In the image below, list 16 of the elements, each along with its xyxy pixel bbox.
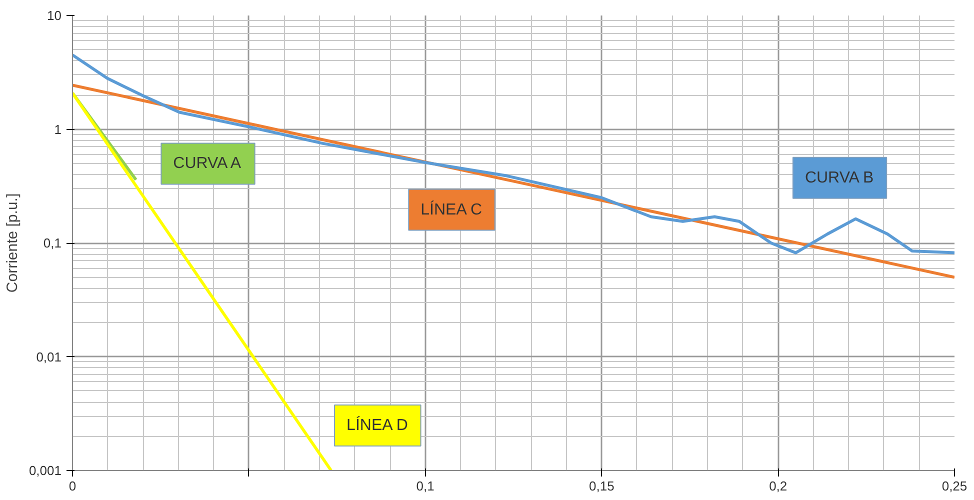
- x-tick-label: 0,2: [769, 478, 788, 494]
- text: CURVA A: [173, 155, 242, 172]
- y-axis-title: Corriente [p.u.]: [4, 193, 21, 293]
- x-tick-label: 0,25: [942, 478, 968, 494]
- y-tick-label: 0,001: [28, 463, 62, 478]
- line-series: [72, 53, 954, 254]
- x-tick-label: 0,15: [589, 478, 614, 494]
- x-tick-label: 0: [68, 478, 76, 494]
- y-tick-label: 0,01: [36, 349, 62, 364]
- text: LÍNEA D: [346, 416, 408, 434]
- y-tick-label: 10: [47, 8, 62, 23]
- y-tick-label: 0,1: [43, 236, 62, 250]
- x-tick-label: 0,1: [416, 478, 434, 494]
- series-label: LÍNEA C: [420, 200, 482, 218]
- text: CURVA B: [804, 169, 874, 186]
- y-tick-label: 1: [54, 122, 62, 137]
